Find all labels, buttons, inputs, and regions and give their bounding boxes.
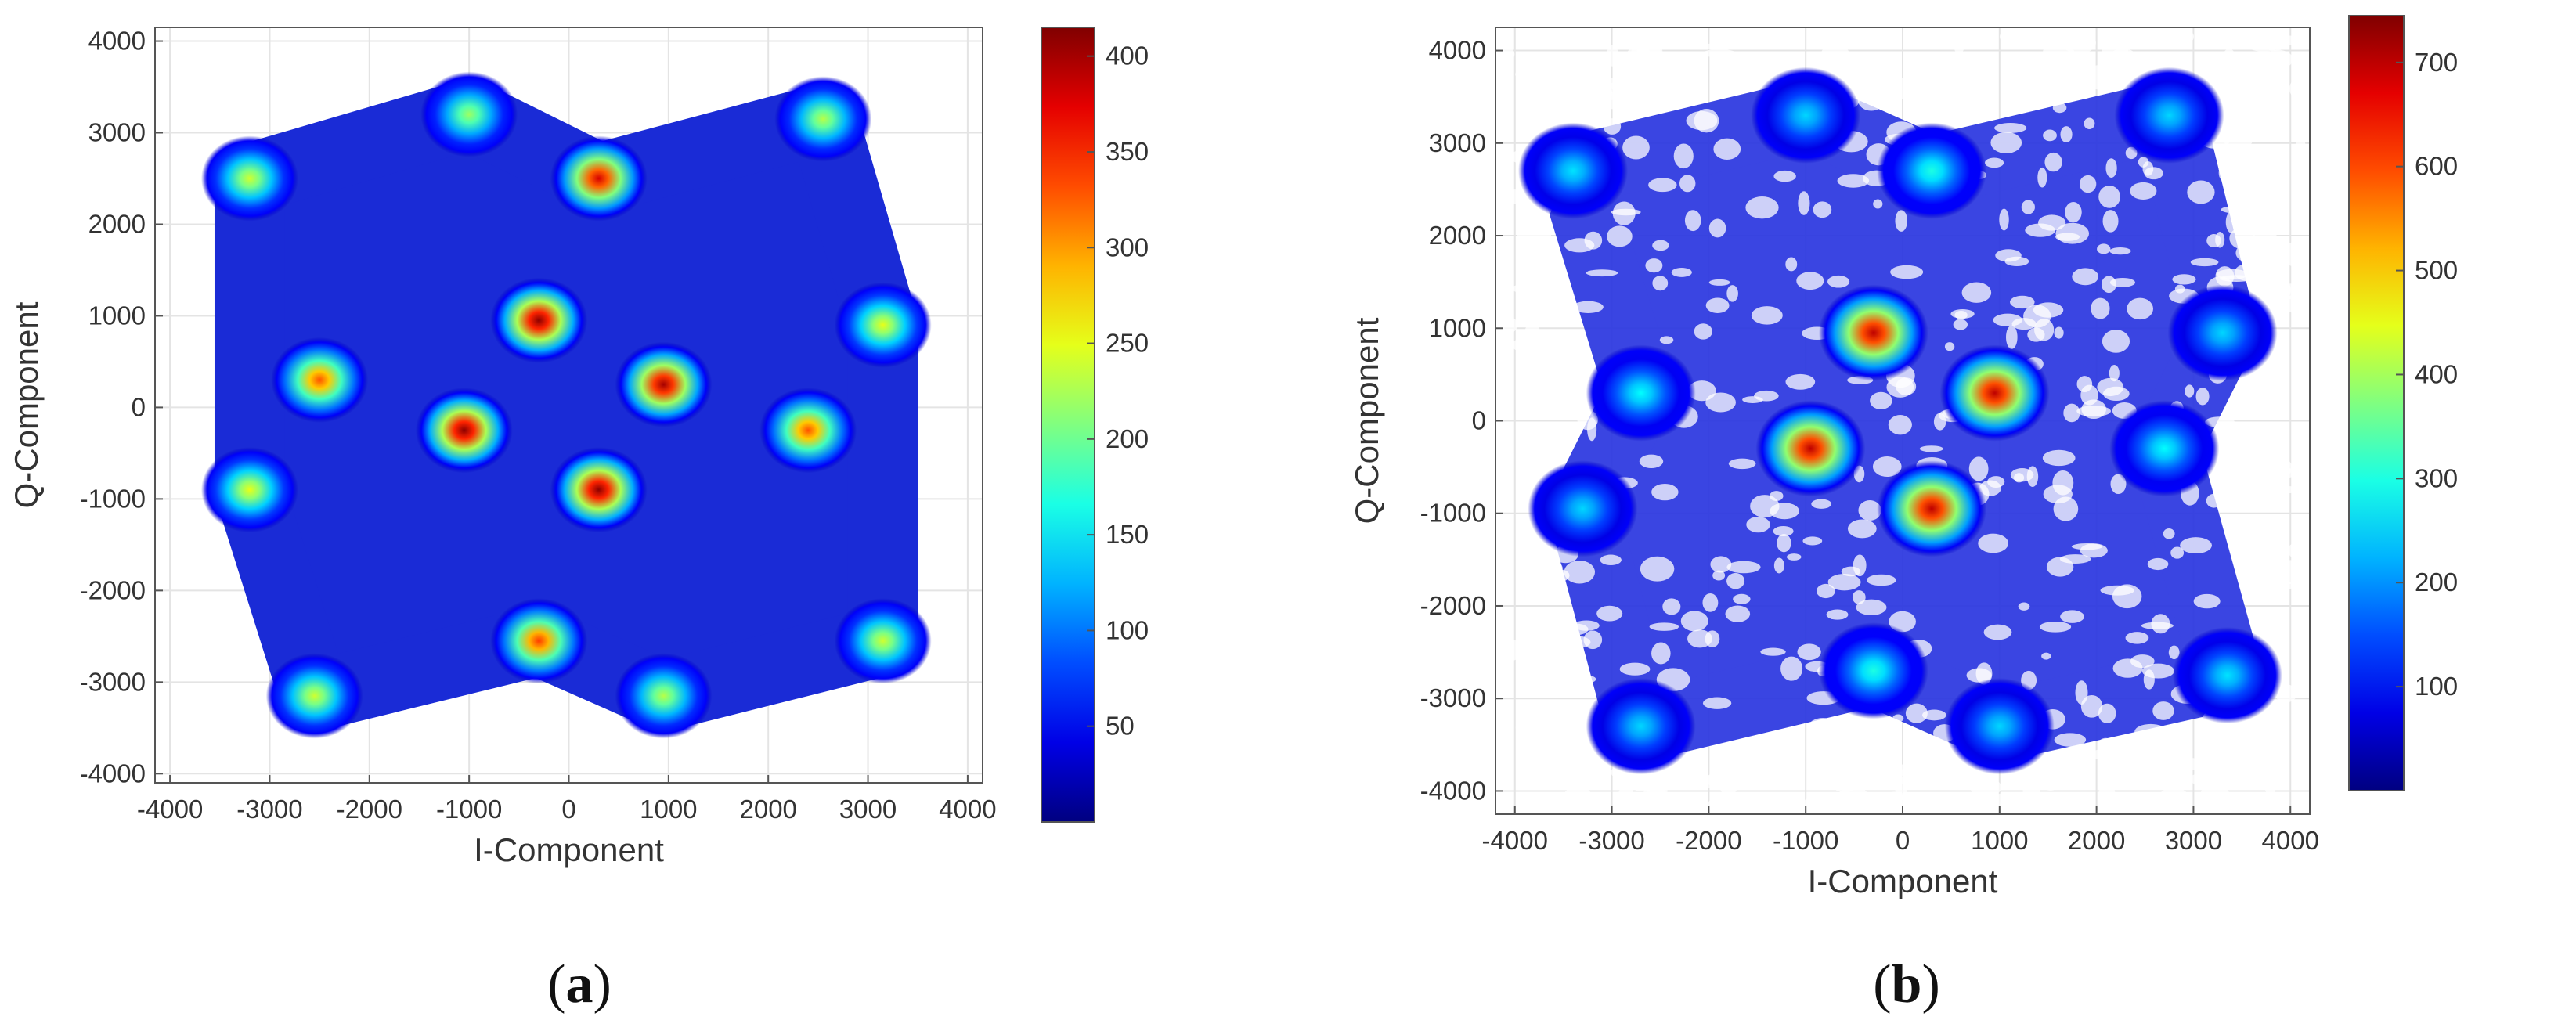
colorbar-tick-label: 700 xyxy=(2415,48,2458,77)
panel-caption: (a) xyxy=(547,954,612,1015)
constellation-cluster xyxy=(490,277,588,363)
colorbar-tick-label: 150 xyxy=(1106,520,1149,549)
constellation-cluster xyxy=(1528,460,1638,557)
colorbar xyxy=(2348,15,2405,791)
constellation-cluster xyxy=(200,135,298,222)
constellation-cluster xyxy=(759,388,857,474)
constellation-cluster xyxy=(1818,284,1928,381)
y-tick-label: 3000 xyxy=(88,118,146,147)
colorbar-tick-label: 200 xyxy=(2415,568,2458,597)
x-tick-label: -3000 xyxy=(1578,826,1644,855)
constellation-cluster xyxy=(200,447,298,533)
panel-a: -4000 -3000 -2000 -1000 0 1000 2000 3000 4000-40… xyxy=(8,27,1149,1015)
constellation-cluster xyxy=(834,598,932,684)
constellation-cluster xyxy=(2109,400,2220,497)
x-tick-label: -1000 xyxy=(436,795,502,824)
y-tick-label: -4000 xyxy=(80,759,146,788)
panel-b: -4000 -3000 -2000 -1000 0 1000 2000 3000 4000-40… xyxy=(1348,15,2458,1015)
x-axis-label: I-Component xyxy=(474,831,664,868)
y-tick-label: 1000 xyxy=(88,301,146,330)
y-tick-label: 0 xyxy=(1472,406,1486,435)
constellation-cluster xyxy=(1818,622,1928,719)
y-tick-label: 3000 xyxy=(1429,128,1486,157)
constellation-cluster xyxy=(1877,460,1987,557)
y-tick-label: 2000 xyxy=(1429,221,1486,250)
panel-caption: (b) xyxy=(1873,954,1940,1015)
constellation-cluster xyxy=(415,388,513,474)
y-tick-label: -1000 xyxy=(1420,499,1486,528)
y-axis-label: Q-Component xyxy=(8,301,45,508)
colorbar-tick-label: 100 xyxy=(2415,672,2458,701)
colorbar-tick-label: 200 xyxy=(1106,424,1149,453)
y-tick-label: -2000 xyxy=(1420,591,1486,620)
constellation-cluster xyxy=(1877,122,1987,219)
constellation-cluster xyxy=(420,71,518,157)
colorbar-tick-label: 300 xyxy=(2415,463,2458,492)
y-tick-label: 2000 xyxy=(88,209,146,238)
constellation-cluster xyxy=(1939,344,2050,442)
x-tick-label: -4000 xyxy=(137,795,203,824)
constellation-cluster xyxy=(265,653,363,739)
constellation-cluster xyxy=(2114,67,2224,164)
constellation-cluster xyxy=(490,598,588,684)
x-tick-label: -2000 xyxy=(1676,826,1741,855)
x-tick-label: -1000 xyxy=(1773,826,1838,855)
constellation-cluster xyxy=(834,282,932,368)
y-tick-label: -3000 xyxy=(1420,683,1486,712)
x-tick-label: 1000 xyxy=(1971,826,2028,855)
constellation-cluster xyxy=(2172,627,2282,724)
colorbar-tick-label: 350 xyxy=(1106,137,1149,166)
constellation-cluster xyxy=(1586,344,1696,442)
constellation-cluster xyxy=(615,341,713,427)
y-tick-label: -3000 xyxy=(80,667,146,696)
y-tick-label: 4000 xyxy=(1429,36,1486,65)
colorbar-tick-label: 500 xyxy=(2415,256,2458,285)
colorbar-tick-label: 100 xyxy=(1106,615,1149,644)
constellation-cluster xyxy=(271,337,369,423)
colorbar-tick-label: 400 xyxy=(1106,41,1149,70)
x-axis-label: I-Component xyxy=(1808,863,1998,899)
x-tick-label: 0 xyxy=(561,795,575,824)
x-tick-label: 2000 xyxy=(2068,826,2125,855)
y-tick-label: -4000 xyxy=(1420,776,1486,805)
y-tick-label: 1000 xyxy=(1429,313,1486,342)
colorbar-tick-label: 600 xyxy=(2415,152,2458,181)
x-tick-label: 4000 xyxy=(939,795,996,824)
x-tick-label: 2000 xyxy=(739,795,796,824)
constellation-cluster xyxy=(2167,284,2278,381)
y-tick-label: 0 xyxy=(132,392,146,421)
colorbar-tick-label: 400 xyxy=(2415,359,2458,388)
y-tick-label: 4000 xyxy=(88,27,146,56)
x-tick-label: 3000 xyxy=(839,795,897,824)
constellation-cluster xyxy=(1755,400,1866,497)
constellation-cluster xyxy=(550,447,648,533)
colorbar-tick-label: 300 xyxy=(1106,233,1149,261)
constellation-cluster xyxy=(1751,67,1861,164)
constellation-cluster xyxy=(615,653,713,739)
colorbar-tick-label: 250 xyxy=(1106,329,1149,358)
x-tick-label: 1000 xyxy=(640,795,697,824)
y-axis-label: Q-Component xyxy=(1348,317,1385,524)
constellation-cluster xyxy=(1944,678,2055,775)
x-tick-label: -2000 xyxy=(337,795,402,824)
y-tick-label: -1000 xyxy=(80,484,146,513)
x-tick-label: 0 xyxy=(1896,826,1910,855)
y-tick-label: -2000 xyxy=(80,575,146,604)
x-tick-label: -4000 xyxy=(1482,826,1548,855)
x-tick-label: 4000 xyxy=(2262,826,2319,855)
constellation-cluster xyxy=(550,135,648,222)
constellation-cluster xyxy=(1586,678,1696,775)
x-tick-label: -3000 xyxy=(236,795,302,824)
constellation-cluster xyxy=(774,76,872,162)
x-tick-label: 3000 xyxy=(2165,826,2222,855)
colorbar xyxy=(1041,27,1095,823)
colorbar-tick-label: 50 xyxy=(1106,712,1135,741)
constellation-cluster xyxy=(1518,122,1629,219)
